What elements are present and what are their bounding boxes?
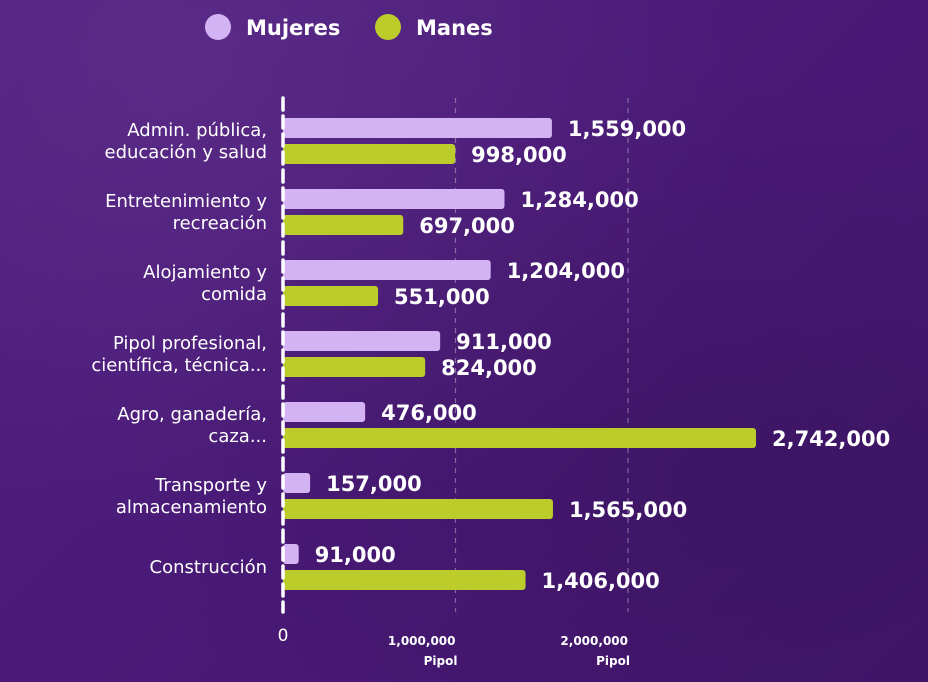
data-label-mujeres-4: 476,000 — [381, 401, 477, 425]
data-label-manes-2: 551,000 — [394, 285, 490, 309]
bar-mujeres-2 — [283, 260, 491, 280]
legend-marker-mujeres — [205, 14, 231, 40]
bar-mujeres-6 — [283, 544, 299, 564]
bar-manes-2 — [283, 286, 379, 306]
legend-marker-manes — [375, 14, 401, 40]
category-label-2-1: comida — [201, 284, 267, 305]
x-tick-unit-2: Pipol — [596, 654, 630, 668]
category-label-6-0: Construcción — [150, 557, 267, 578]
category-label-4-1: caza... — [208, 426, 267, 447]
x-tick-label-2: 2,000,000 — [560, 634, 628, 648]
data-label-manes-6: 1,406,000 — [542, 569, 660, 593]
data-label-mujeres-5: 157,000 — [326, 472, 422, 496]
bar-manes-4 — [283, 428, 756, 448]
data-label-mujeres-0: 1,559,000 — [568, 117, 686, 141]
bar-manes-6 — [283, 570, 526, 590]
data-label-manes-0: 998,000 — [471, 143, 567, 167]
data-label-mujeres-1: 1,284,000 — [520, 188, 638, 212]
bar-manes-1 — [283, 215, 404, 235]
category-label-1-1: recreación — [173, 213, 267, 234]
category-label-0-0: Admin. pública, — [127, 120, 267, 141]
category-label-3-1: científica, técnica... — [91, 355, 267, 376]
x-tick-unit-1: Pipol — [424, 654, 458, 668]
x-tick-label-0: 0 — [278, 626, 289, 646]
bar-mujeres-5 — [283, 473, 311, 493]
bar-mujeres-3 — [283, 331, 441, 351]
data-label-mujeres-2: 1,204,000 — [507, 259, 625, 283]
bar-mujeres-4 — [283, 402, 366, 422]
data-label-manes-3: 824,000 — [441, 356, 537, 380]
bar-mujeres-1 — [283, 189, 505, 209]
bar-manes-0 — [283, 144, 456, 164]
data-label-manes-4: 2,742,000 — [772, 427, 890, 451]
x-tick-label-1: 1,000,000 — [388, 634, 456, 648]
legend-label-manes: Manes — [416, 16, 493, 40]
category-label-5-1: almacenamiento — [116, 497, 267, 518]
data-label-mujeres-6: 91,000 — [315, 543, 396, 567]
data-label-manes-1: 697,000 — [419, 214, 515, 238]
category-label-1-0: Entretenimiento y — [105, 191, 267, 212]
category-label-2-0: Alojamiento y — [143, 262, 267, 283]
category-label-0-1: educación y salud — [105, 142, 268, 163]
category-label-4-0: Agro, ganadería, — [117, 404, 267, 425]
data-label-mujeres-3: 911,000 — [456, 330, 552, 354]
bar-mujeres-0 — [283, 118, 552, 138]
data-label-manes-5: 1,565,000 — [569, 498, 687, 522]
bar-manes-5 — [283, 499, 553, 519]
bar-manes-3 — [283, 357, 426, 377]
category-label-3-0: Pipol profesional, — [113, 333, 267, 354]
category-label-5-0: Transporte y — [154, 475, 267, 496]
legend-label-mujeres: Mujeres — [246, 16, 340, 40]
